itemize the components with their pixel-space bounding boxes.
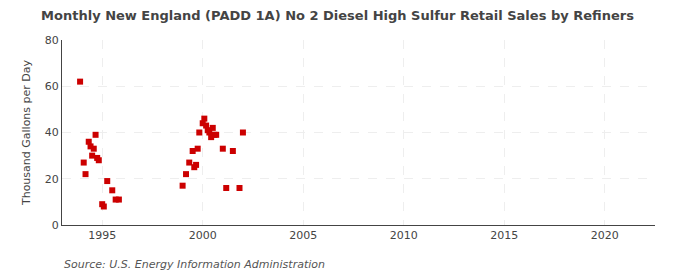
svg-text:40: 40 bbox=[45, 126, 59, 139]
svg-text:0: 0 bbox=[52, 219, 59, 232]
svg-text:2010: 2010 bbox=[390, 229, 418, 242]
svg-text:80: 80 bbox=[45, 34, 59, 47]
svg-text:20: 20 bbox=[45, 173, 59, 186]
svg-text:2005: 2005 bbox=[289, 229, 317, 242]
svg-text:2020: 2020 bbox=[591, 229, 619, 242]
svg-text:1995: 1995 bbox=[88, 229, 116, 242]
svg-text:2015: 2015 bbox=[490, 229, 518, 242]
svg-text:2000: 2000 bbox=[189, 229, 217, 242]
svg-text:Monthly New England (PADD 1A): Monthly New England (PADD 1A) No 2 Diese… bbox=[41, 8, 634, 23]
svg-text:Thousand Gallons per Day: Thousand Gallons per Day bbox=[20, 59, 33, 206]
svg-text:60: 60 bbox=[45, 80, 59, 93]
svg-text:Source: U.S. Energy Informatio: Source: U.S. Energy Information Administ… bbox=[64, 258, 325, 271]
